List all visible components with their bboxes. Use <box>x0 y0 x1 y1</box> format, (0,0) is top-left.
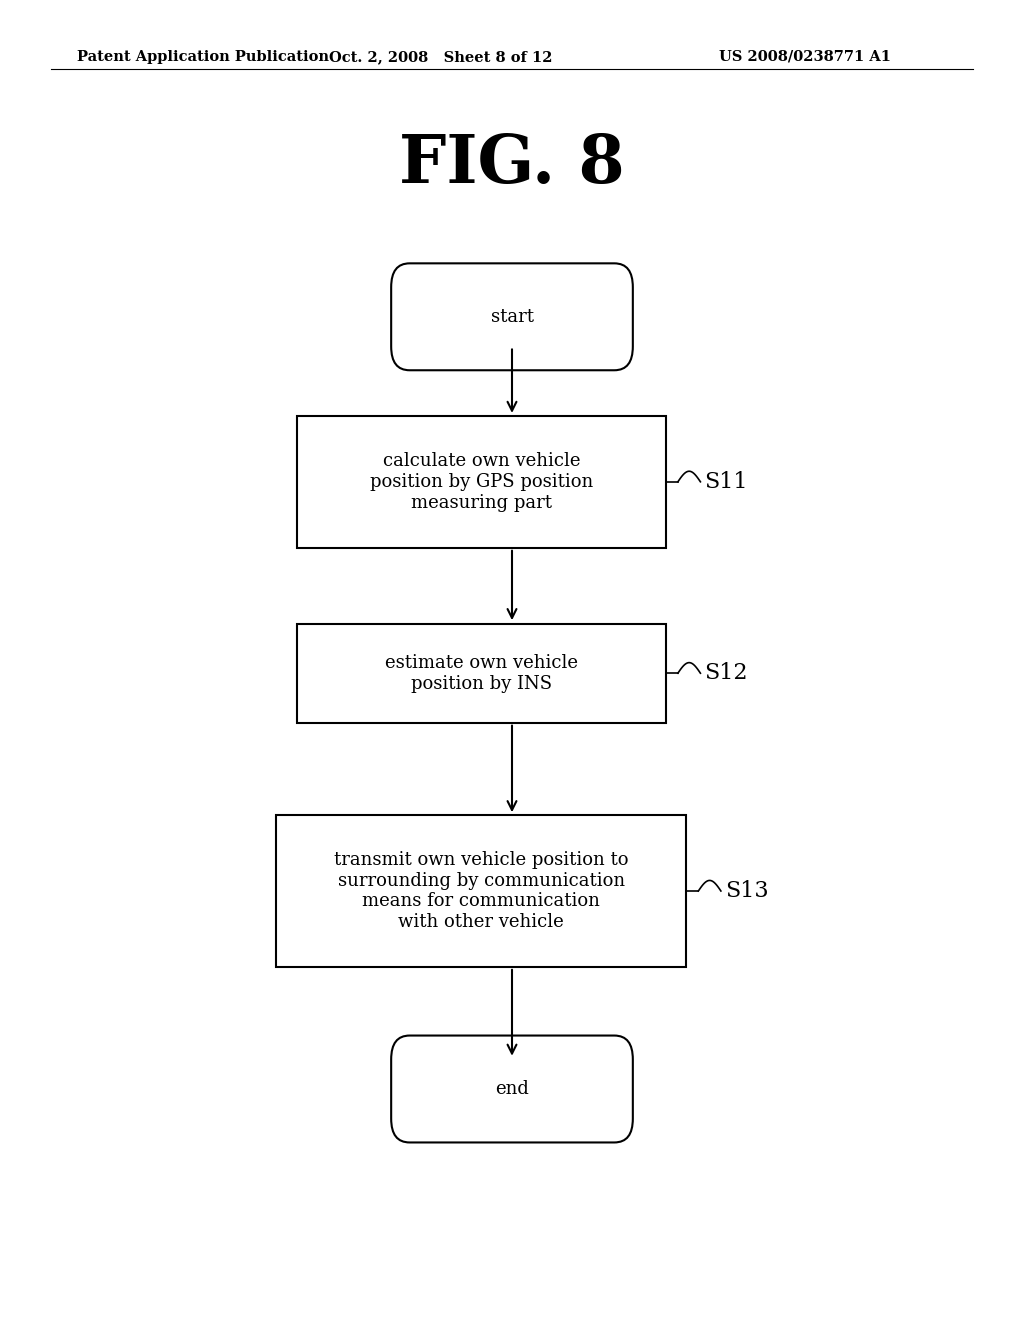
Text: transmit own vehicle position to
surrounding by communication
means for communic: transmit own vehicle position to surroun… <box>334 851 629 931</box>
Text: S13: S13 <box>725 880 769 902</box>
Text: FIG. 8: FIG. 8 <box>399 132 625 198</box>
Text: Patent Application Publication: Patent Application Publication <box>77 50 329 63</box>
Text: estimate own vehicle
position by INS: estimate own vehicle position by INS <box>385 653 578 693</box>
Text: US 2008/0238771 A1: US 2008/0238771 A1 <box>719 50 891 63</box>
FancyBboxPatch shape <box>391 1035 633 1142</box>
Text: calculate own vehicle
position by GPS position
measuring part: calculate own vehicle position by GPS po… <box>370 451 593 512</box>
Bar <box>297 624 666 722</box>
Text: end: end <box>495 1080 529 1098</box>
Text: start: start <box>490 308 534 326</box>
Text: S12: S12 <box>705 663 748 684</box>
FancyBboxPatch shape <box>391 263 633 370</box>
Bar <box>297 416 666 548</box>
Text: Oct. 2, 2008   Sheet 8 of 12: Oct. 2, 2008 Sheet 8 of 12 <box>329 50 552 63</box>
Bar <box>276 814 686 966</box>
Text: S11: S11 <box>705 471 748 492</box>
